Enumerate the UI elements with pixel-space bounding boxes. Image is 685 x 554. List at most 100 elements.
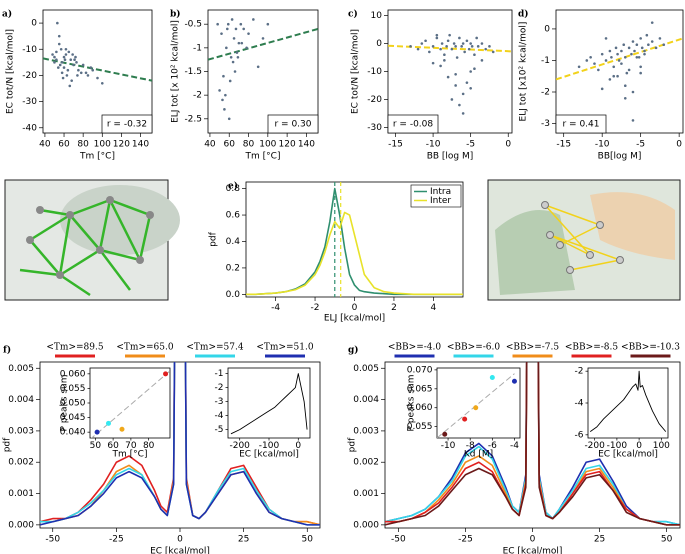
chart-panel: -15 -10 -5 0 0 -1 -2 -3 BB[log M] ELJ tot [x10² k… [518,9,684,161]
data-line [246,211,463,296]
data-point [63,58,67,62]
data-point [237,41,241,45]
data-point [431,45,435,48]
annotation: r = -0.32 [107,120,147,130]
plot-frame [587,367,669,439]
plot-frame [387,9,513,134]
y-tick-label: 0.060 [60,369,86,379]
data-point [62,55,66,59]
data-point [225,46,228,50]
y-tick-label: -20 [22,71,37,81]
data-point [234,27,238,31]
data-point [511,378,517,384]
data-line [589,370,667,433]
panel-label: a) [2,9,12,20]
data-point [585,59,589,62]
chart-panel: -200 -100 0 -5 -4 -3 -2 -1 EC [kcal/mol] [215,367,311,460]
y-tick-label: 0.000 [353,520,379,530]
data-point [491,50,495,54]
data-point [443,59,446,62]
x-tick-label: 4 [431,303,437,313]
data-point [658,37,662,40]
chart-panel: -200 -100 0 100 -6 -4 -2 EC [kcal/mol] [575,367,671,460]
y-tick-label: 0 [376,39,382,49]
data-point [631,90,635,94]
x-tick-label: -100 [259,441,280,451]
x-tick-label: 100 [259,140,276,150]
data-point [633,49,636,53]
y-tick-label: -2 [575,367,584,377]
x-tick-label: 80 [143,441,155,451]
y-tick-label: 0.005 [8,364,34,374]
data-point [84,71,88,75]
y-axis-label: ELJ tot [x10² kcal/mol] [519,22,529,122]
panel-label: d) [518,9,529,20]
chart-panel: 40 60 80 100 120 140 -2.5 -2 -1.5 -1 -0.5 Tm [°C] EL… [170,9,319,161]
data-point [73,58,76,62]
annotation-box [555,114,607,134]
data-point [470,45,474,48]
legend-label: <BB>=-8.5 [565,343,618,353]
data-point [224,93,227,97]
y-tick-label: 0.055 [60,384,86,394]
x-tick-label: -10 [426,140,441,150]
annotation-box [387,114,439,134]
data-line [385,362,680,526]
data-point [228,79,232,83]
x-tick-label: 60 [58,140,70,150]
data-point [454,45,457,48]
x-tick-label: -10 [441,441,456,451]
data-point [420,42,424,45]
data-point [256,65,260,69]
network-image-right [487,179,681,301]
legend-label: Inter [430,196,451,206]
legend-label: <BB>=-6.0 [447,343,500,353]
x-tick-label: 0 [352,303,358,313]
data-point [627,68,631,72]
y-tick-label: 0.2 [226,263,240,273]
data-point [475,36,478,40]
data-point [439,64,442,68]
x-tick-label: 0 [530,535,536,545]
data-point [68,84,72,88]
legend-label: <Tm>=65.0 [116,343,173,353]
data-point [455,56,459,59]
data-point [473,67,476,71]
data-line [385,362,680,526]
y-tick-label: -10 [22,45,37,55]
annotation: r = 0.30 [274,120,311,130]
y-axis-label: P peaks sum [407,375,417,432]
data-point [66,68,70,72]
data-point [577,65,581,69]
data-point [625,71,629,75]
x-tick-label: 120 [113,140,130,150]
plot-area [589,370,667,433]
plot-area [246,182,463,297]
data-point [617,59,621,62]
y-tick-label: -0.5 [184,20,202,30]
y-tick-label: 0.0 [226,290,241,300]
data-point [454,84,457,87]
y-tick-label: -5 [215,425,224,435]
data-point [635,56,639,59]
data-point [252,18,255,21]
plot-area [388,33,512,115]
y-tick-label: 0.002 [353,458,379,468]
data-point [64,47,68,51]
x-tick-label: -2 [311,303,320,313]
x-tick-label: 2 [391,303,397,313]
data-point [616,74,619,78]
data-point [489,374,495,380]
data-point [55,58,58,62]
x-tick-label: 40 [204,140,216,150]
data-point [232,37,236,40]
data-point [163,371,169,377]
x-tick-label: 0 [676,140,682,150]
y-axis-label: pdf [348,437,358,452]
x-tick-label: 0 [505,140,511,150]
panel-label: e) [228,181,238,192]
data-point [620,49,623,53]
plot-area [556,21,683,122]
data-point [465,39,469,43]
annotation: r = -0.08 [393,120,434,130]
